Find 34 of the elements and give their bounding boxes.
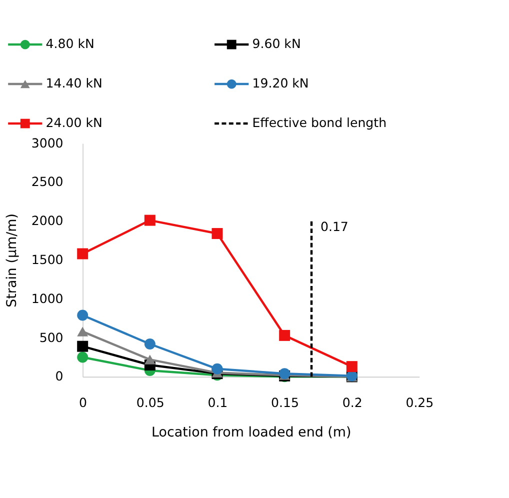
y-tick-label: 2000 [31, 213, 64, 228]
legend-label: 9.60 kN [252, 36, 301, 52]
x-axis-title: Location from loaded end (m) [151, 425, 352, 440]
legend-label: 4.80 kN [46, 36, 94, 52]
legend-label: 19.20 kN [252, 76, 309, 91]
y-tick-label: 3000 [31, 135, 64, 150]
legend-label: Effective bond length [252, 115, 387, 130]
y-tick-label: 500 [39, 330, 64, 345]
x-tick-label: 0.2 [342, 394, 362, 410]
annotation: 0.17 [320, 218, 348, 234]
point [144, 354, 156, 364]
legend-label: 14.40 kN [46, 76, 102, 91]
y-tick-label: 0 [55, 368, 64, 384]
x-tick-label: 0.25 [406, 394, 434, 410]
y-tick-label: 1500 [31, 252, 64, 268]
point [346, 361, 358, 372]
point [77, 340, 88, 352]
x-tick-label: 0.1 [208, 394, 228, 410]
point [77, 326, 88, 336]
y-tick-label: 1000 [31, 290, 64, 306]
point [144, 338, 156, 350]
point [144, 214, 156, 226]
point [279, 330, 290, 341]
legend-label: 24.00 kN [46, 115, 102, 130]
point [212, 228, 223, 240]
x-tick-label: 0 [79, 394, 88, 410]
point [77, 352, 88, 363]
x-tick-label: 0.05 [136, 394, 164, 410]
point [77, 248, 88, 260]
y-tick-label: 2500 [31, 174, 64, 190]
point [77, 310, 88, 321]
y-axis-title: Strain (μm/m) [5, 213, 20, 308]
point [212, 363, 223, 374]
x-tick-label: 0.15 [271, 394, 299, 410]
